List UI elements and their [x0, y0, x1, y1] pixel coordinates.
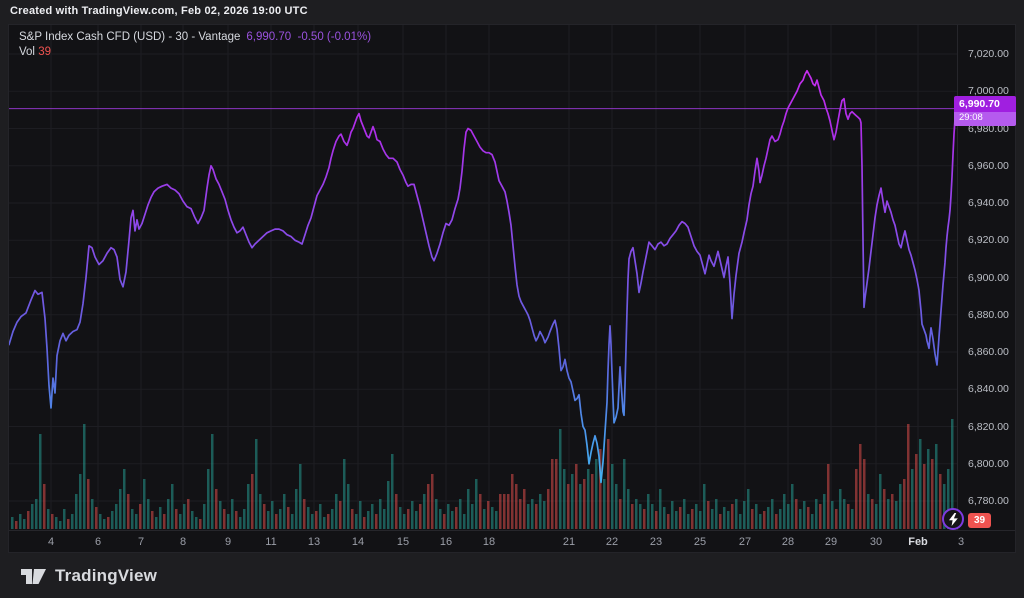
bar-countdown: 29:08	[954, 112, 1016, 126]
price-tick-label: 6,900.00	[968, 271, 1009, 284]
date-tick-label: 22	[605, 536, 619, 548]
legend-volume-row[interactable]: Vol 39	[19, 45, 371, 60]
price-tick-label: 6,960.00	[968, 159, 1009, 172]
date-tick-label: 18	[482, 536, 496, 548]
date-tick-label: 9	[224, 536, 232, 548]
date-tick-label: 11	[265, 536, 277, 548]
date-tick-label: 13	[307, 536, 321, 548]
time-axis-count-badge[interactable]: 39	[968, 513, 992, 528]
date-tick-label: 21	[562, 536, 576, 548]
chart-canvas	[8, 25, 958, 530]
volume-value: 39	[38, 46, 51, 58]
tradingview-logo-link[interactable]: TradingView	[21, 563, 157, 589]
volume-bars	[11, 419, 954, 529]
legend-last-price: 6,990.70	[246, 31, 292, 43]
attribution-text: Created with TradingView.com, Feb 02, 20…	[10, 5, 308, 17]
price-tick-label: 6,840.00	[968, 383, 1009, 396]
price-tick-label: 6,780.00	[968, 495, 1009, 507]
date-tick-label: 7	[137, 536, 145, 548]
chart-legend[interactable]: S&P Index Cash CFD (USD) - 30 - Vantage 6…	[19, 30, 371, 60]
price-tick-label: 7,000.00	[968, 85, 1009, 98]
legend-symbol-row[interactable]: S&P Index Cash CFD (USD) - 30 - Vantage 6…	[19, 30, 371, 45]
date-tick-label: 4	[47, 536, 55, 548]
date-tick-label: 3	[957, 536, 965, 548]
date-tick-label: 30	[869, 536, 883, 548]
lightning-icon	[948, 512, 958, 526]
time-scale[interactable]: 4 6 7 8 9 11 13 14 15 16 18 21 22 23 25 27 28 29 30 Feb 3	[9, 530, 1015, 552]
date-tick-label: 29	[824, 536, 838, 548]
price-tick-label: 6,800.00	[968, 457, 1009, 470]
date-tick-label: 27	[738, 536, 752, 548]
tradingview-wordmark: TradingView	[55, 566, 158, 585]
price-line-series	[8, 69, 958, 484]
chart-panel: S&P Index Cash CFD (USD) - 30 - Vantage 6…	[8, 24, 1016, 553]
date-tick-label: 28	[781, 536, 795, 548]
date-tick-label: 14	[351, 536, 365, 548]
last-price-badge: 6,990.70 29:08	[954, 95, 1016, 126]
symbol-title: S&P Index Cash CFD (USD) - 30 - Vantage	[19, 31, 241, 43]
date-tick-label: 25	[693, 536, 707, 548]
price-tick-label: 6,820.00	[968, 420, 1009, 433]
price-chart-plot[interactable]	[8, 25, 958, 530]
date-tick-label: 8	[179, 536, 187, 548]
date-tick-label: Feb	[908, 536, 928, 548]
price-tick-label: 7,020.00	[968, 48, 1009, 60]
date-tick-label: 6	[94, 536, 102, 548]
price-tick-label: 6,860.00	[968, 346, 1009, 358]
last-price-badge-value: 6,990.70	[954, 95, 1016, 113]
tradingview-icon	[21, 568, 46, 584]
legend-change: -0.50 (-0.01%)	[297, 31, 372, 43]
price-tick-label: 6,940.00	[968, 197, 1009, 209]
volume-label: Vol	[19, 46, 35, 58]
price-scale[interactable]: 7,020.00 7,000.00 6,980.00 6,960.00 6,940.00…	[957, 25, 1016, 530]
price-tick-label: 6,920.00	[968, 234, 1009, 247]
date-tick-label: 16	[439, 536, 453, 548]
date-tick-label: 15	[396, 536, 410, 548]
instant-trading-button[interactable]	[942, 508, 964, 530]
price-tick-label: 6,880.00	[968, 308, 1009, 321]
date-tick-label: 23	[649, 536, 663, 548]
